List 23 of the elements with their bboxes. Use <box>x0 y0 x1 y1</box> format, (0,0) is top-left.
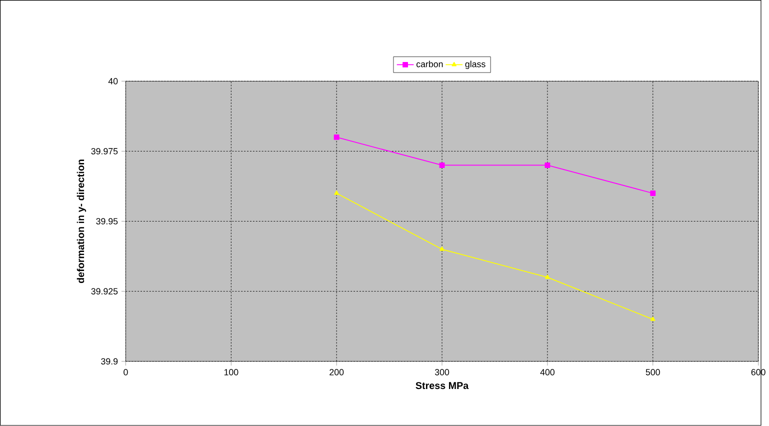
point <box>334 190 339 195</box>
x-tick-label: 300 <box>434 369 450 376</box>
x-tick-label: 0 <box>124 369 128 376</box>
x-axis-title: Stress MPa <box>416 382 469 390</box>
x-tick-label: 100 <box>224 369 238 376</box>
x-tick-label: 400 <box>540 369 555 376</box>
point <box>334 134 340 140</box>
y-tick-label: 39.975 <box>91 148 118 155</box>
legend-label: carbon <box>416 60 443 68</box>
x-tick-label: 500 <box>646 369 660 376</box>
point <box>650 190 656 196</box>
y-axis-title: deformation in y- direction <box>76 160 86 284</box>
y-tick-label: 39.95 <box>96 218 118 225</box>
legend-label: glass <box>465 60 486 70</box>
point <box>650 316 656 322</box>
point <box>544 162 550 168</box>
point <box>439 162 445 168</box>
y-tick-label: 39.925 <box>91 288 118 295</box>
y-tick-label: 39.9 <box>101 358 118 365</box>
y-tick-label: 40 <box>108 78 118 84</box>
point <box>545 274 550 280</box>
x-tick-label: 200 <box>330 369 344 376</box>
point <box>440 246 444 252</box>
